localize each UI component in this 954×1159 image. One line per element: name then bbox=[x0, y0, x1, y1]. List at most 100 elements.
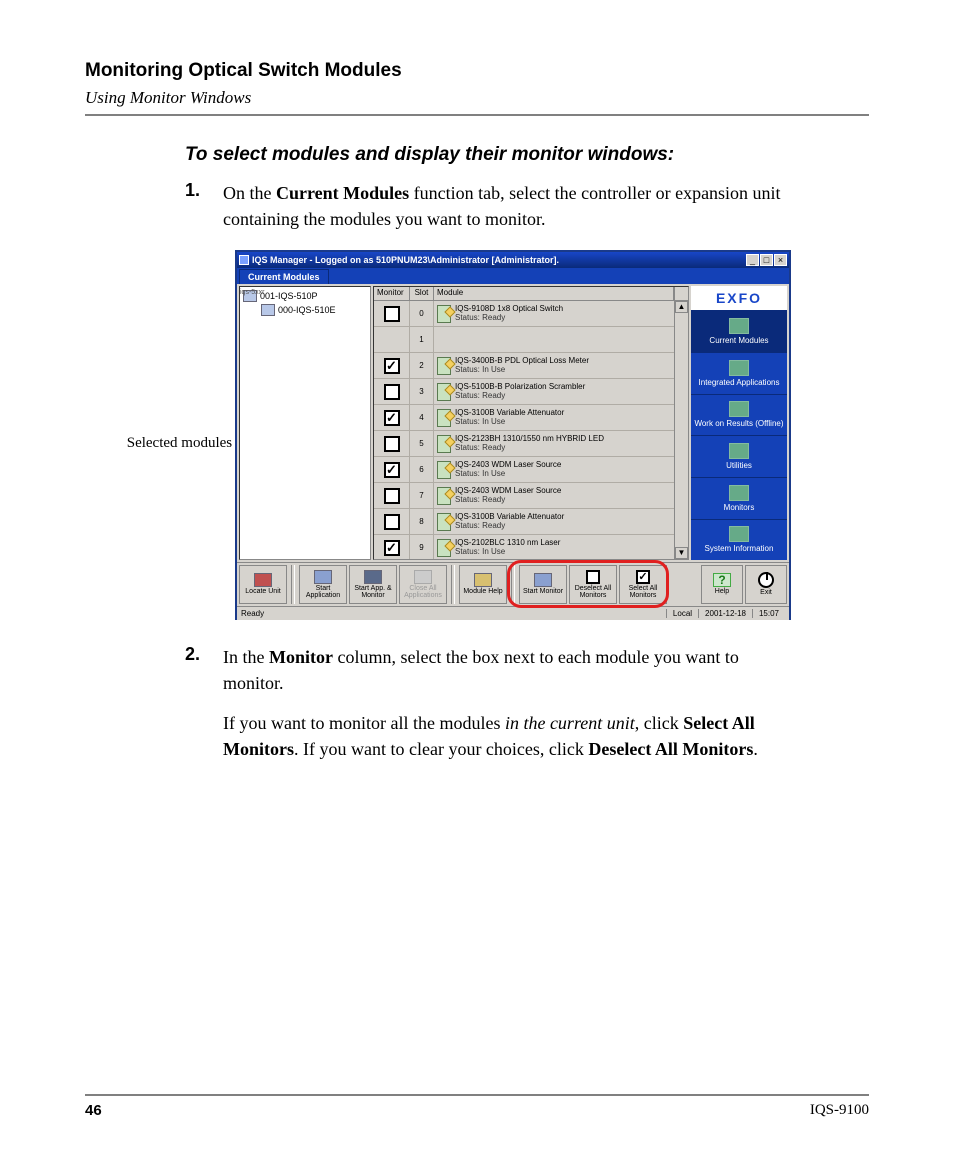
module-row: 4IQS-3100B Variable AttenuatorStatus: In… bbox=[374, 405, 674, 431]
nav-item[interactable]: System Information bbox=[691, 519, 787, 561]
scroll-up-icon[interactable]: ▲ bbox=[675, 301, 688, 313]
locate-unit-button[interactable]: Locate Unit bbox=[239, 565, 287, 604]
brand-logo: EXFO bbox=[691, 286, 787, 310]
module-text: IQS-3100B Variable AttenuatorStatus: In … bbox=[455, 409, 564, 427]
grid-rows: 0IQS-9108D 1x8 Optical SwitchStatus: Rea… bbox=[374, 301, 674, 559]
module-row: 5 IQS-2123BH 1310/1550 nm HYBRID LEDStatu… bbox=[374, 431, 674, 457]
toolbar-separator bbox=[511, 565, 515, 604]
module-status: Status: Ready bbox=[455, 496, 561, 505]
step-number: 1. bbox=[185, 180, 207, 232]
close-button[interactable]: × bbox=[774, 254, 787, 266]
module-status: Status: In Use bbox=[455, 470, 561, 479]
nav-item[interactable]: Work on Results (Offline) bbox=[691, 394, 787, 436]
tree-side-label: iqs-5xxr bbox=[240, 289, 265, 296]
status-date: 2001-12-18 bbox=[698, 609, 752, 618]
module-status: Status: Ready bbox=[455, 314, 563, 323]
module-cell[interactable]: IQS-3100B Variable AttenuatorStatus: In … bbox=[434, 405, 674, 430]
module-icon bbox=[437, 383, 451, 401]
col-header-module[interactable]: Module bbox=[434, 287, 674, 300]
nav-label: Current Modules bbox=[709, 336, 768, 345]
page-heading: Monitoring Optical Switch Modules bbox=[85, 60, 869, 82]
module-icon bbox=[437, 305, 451, 323]
slot-cell: 8 bbox=[410, 509, 434, 534]
nav-item[interactable]: Integrated Applications bbox=[691, 352, 787, 394]
monitor-checkbox[interactable] bbox=[384, 410, 400, 426]
text: If you want to monitor all the modules bbox=[223, 713, 505, 733]
slot-cell: 3 bbox=[410, 379, 434, 404]
module-status: Status: Ready bbox=[455, 444, 604, 453]
status-local: Local bbox=[666, 609, 698, 618]
monitor-checkbox[interactable] bbox=[384, 358, 400, 374]
help-button[interactable]: Help bbox=[701, 565, 743, 604]
header-rule bbox=[85, 114, 869, 116]
minimize-button[interactable]: _ bbox=[746, 254, 759, 266]
text: , click bbox=[635, 713, 683, 733]
monitor-checkbox[interactable] bbox=[384, 384, 400, 400]
tab-current-modules[interactable]: Current Modules bbox=[239, 269, 329, 284]
vertical-scrollbar[interactable]: ▲ ▼ bbox=[674, 301, 688, 559]
module-cell[interactable]: IQS-3100B Variable AttenuatorStatus: Rea… bbox=[434, 509, 674, 534]
tab-strip: Current Modules bbox=[237, 268, 789, 284]
deselect-all-monitors-button[interactable]: Deselect All Monitors bbox=[569, 565, 617, 604]
module-row: 6IQS-2403 WDM Laser SourceStatus: In Use bbox=[374, 457, 674, 483]
module-cell[interactable]: IQS-9108D 1x8 Optical SwitchStatus: Read… bbox=[434, 301, 674, 326]
nav-item[interactable]: Monitors bbox=[691, 477, 787, 519]
app-monitor-icon bbox=[364, 570, 382, 584]
module-cell[interactable]: IQS-2403 WDM Laser SourceStatus: Ready bbox=[434, 483, 674, 508]
module-text: IQS-2403 WDM Laser SourceStatus: Ready bbox=[455, 487, 561, 505]
page-subheading: Using Monitor Windows bbox=[85, 88, 869, 108]
module-cell[interactable]: IQS-3400B-B PDL Optical Loss MeterStatus… bbox=[434, 353, 674, 378]
module-row: 2IQS-3400B-B PDL Optical Loss MeterStatu… bbox=[374, 353, 674, 379]
module-cell[interactable]: IQS-5100B-B Polarization ScramblerStatus… bbox=[434, 379, 674, 404]
module-help-icon bbox=[474, 573, 492, 587]
status-bar: Ready Local 2001-12-18 15:07 bbox=[237, 606, 789, 620]
col-header-slot[interactable]: Slot bbox=[410, 287, 434, 300]
btn-label: Module Help bbox=[463, 588, 502, 596]
monitor-checkbox[interactable] bbox=[384, 436, 400, 452]
module-text: IQS-2123BH 1310/1550 nm HYBRID LEDStatus… bbox=[455, 435, 604, 453]
module-cell[interactable]: IQS-2403 WDM Laser SourceStatus: In Use bbox=[434, 457, 674, 482]
monitor-cell bbox=[374, 301, 410, 326]
start-monitor-button[interactable]: Start Monitor bbox=[519, 565, 567, 604]
help-icon bbox=[713, 573, 731, 587]
module-help-button[interactable]: Module Help bbox=[459, 565, 507, 604]
start-application-button[interactable]: Start Application bbox=[299, 565, 347, 604]
btn-label: Start Application bbox=[300, 585, 346, 600]
btn-label: Deselect All Monitors bbox=[570, 585, 616, 600]
maximize-button[interactable]: □ bbox=[760, 254, 773, 266]
module-cell[interactable]: IQS-2123BH 1310/1550 nm HYBRID LEDStatus… bbox=[434, 431, 674, 456]
module-icon bbox=[437, 357, 451, 375]
nav-item[interactable]: Utilities bbox=[691, 435, 787, 477]
start-app-and-monitor-button[interactable]: Start App. & Monitor bbox=[349, 565, 397, 604]
module-cell[interactable] bbox=[434, 327, 674, 352]
module-cell[interactable]: IQS-2102BLC 1310 nm LaserStatus: In Use bbox=[434, 535, 674, 559]
module-status: Status: Ready bbox=[455, 522, 564, 531]
monitor-checkbox[interactable] bbox=[384, 514, 400, 530]
slot-cell: 5 bbox=[410, 431, 434, 456]
window-titlebar: IQS Manager - Logged on as 510PNUM23\Adm… bbox=[237, 252, 789, 268]
btn-label: Select All Monitors bbox=[620, 585, 666, 600]
monitor-icon bbox=[534, 573, 552, 587]
exit-button[interactable]: Exit bbox=[745, 565, 787, 604]
monitor-checkbox[interactable] bbox=[384, 462, 400, 478]
module-icon bbox=[437, 461, 451, 479]
nav-icon bbox=[729, 526, 749, 542]
scroll-gutter bbox=[674, 287, 688, 300]
monitor-checkbox[interactable] bbox=[384, 488, 400, 504]
scroll-down-icon[interactable]: ▼ bbox=[675, 547, 688, 559]
module-text: IQS-3400B-B PDL Optical Loss MeterStatus… bbox=[455, 357, 589, 375]
module-row: 3IQS-5100B-B Polarization ScramblerStatu… bbox=[374, 379, 674, 405]
bottom-toolbar: Locate Unit Start Application Start App.… bbox=[237, 562, 789, 606]
monitor-checkbox[interactable] bbox=[384, 540, 400, 556]
step-body: On the Current Modules function tab, sel… bbox=[223, 180, 798, 232]
nav-item[interactable]: Current Modules bbox=[691, 310, 787, 352]
col-header-monitor[interactable]: Monitor bbox=[374, 287, 410, 300]
step-2: 2. In the Monitor column, select the box… bbox=[185, 644, 869, 762]
monitor-cell bbox=[374, 509, 410, 534]
select-all-monitors-button[interactable]: Select All Monitors bbox=[619, 565, 667, 604]
tree-child-item[interactable]: 000-IQS-510E bbox=[261, 304, 367, 316]
tree-child-label: 000-IQS-510E bbox=[278, 305, 336, 315]
monitor-cell bbox=[374, 457, 410, 482]
monitor-checkbox[interactable] bbox=[384, 306, 400, 322]
step-body: In the Monitor column, select the box ne… bbox=[223, 644, 798, 762]
